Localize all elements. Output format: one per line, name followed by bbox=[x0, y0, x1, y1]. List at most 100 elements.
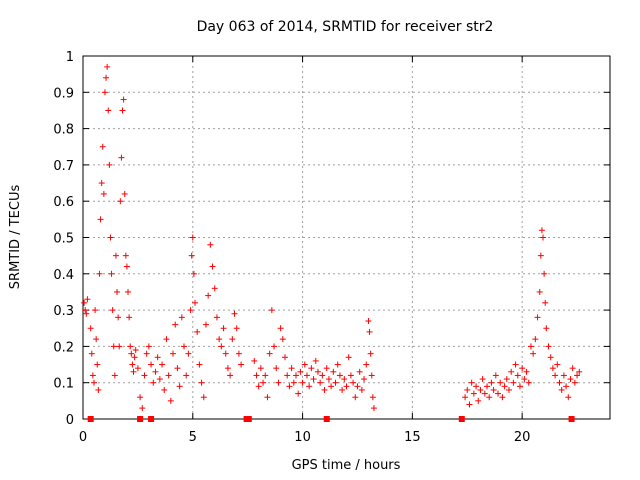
data-point bbox=[347, 372, 354, 379]
data-point bbox=[105, 107, 112, 114]
data-point bbox=[525, 379, 532, 386]
data-point bbox=[216, 336, 223, 343]
data-point bbox=[202, 321, 209, 328]
y-tick-label: 0.1 bbox=[53, 377, 74, 392]
data-point bbox=[156, 376, 163, 383]
data-point bbox=[94, 361, 101, 368]
data-point bbox=[366, 328, 373, 335]
data-point bbox=[345, 354, 352, 361]
data-point bbox=[567, 376, 574, 383]
x-axis-label: GPS time / hours bbox=[292, 458, 401, 473]
data-point bbox=[521, 376, 528, 383]
data-point bbox=[536, 288, 543, 295]
data-point bbox=[125, 288, 132, 295]
data-point bbox=[99, 143, 106, 150]
data-point bbox=[297, 368, 304, 375]
data-point bbox=[134, 365, 141, 372]
data-point bbox=[477, 386, 484, 393]
data-point bbox=[292, 372, 299, 379]
y-tick-label: 0.3 bbox=[53, 304, 74, 319]
data-point bbox=[104, 63, 111, 70]
data-point bbox=[288, 365, 295, 372]
y-tick-label: 1 bbox=[66, 50, 74, 65]
y-tick-label: 0.7 bbox=[53, 159, 74, 174]
data-point bbox=[106, 161, 113, 168]
zero-level-markers bbox=[87, 416, 575, 422]
data-point bbox=[93, 336, 100, 343]
data-point bbox=[310, 376, 317, 383]
y-tick-label: 0.9 bbox=[53, 86, 74, 101]
data-point bbox=[257, 365, 264, 372]
data-point bbox=[131, 354, 138, 361]
data-point bbox=[558, 386, 565, 393]
zero-marker bbox=[458, 416, 465, 422]
data-point bbox=[238, 361, 245, 368]
data-point bbox=[556, 379, 563, 386]
data-point bbox=[82, 307, 89, 314]
data-point bbox=[198, 379, 205, 386]
data-point bbox=[126, 314, 133, 321]
data-point bbox=[98, 180, 105, 187]
data-point bbox=[222, 350, 229, 357]
data-point bbox=[81, 299, 88, 306]
data-point bbox=[213, 314, 220, 321]
data-point bbox=[295, 390, 302, 397]
data-point bbox=[109, 307, 116, 314]
data-point bbox=[101, 89, 108, 96]
data-point bbox=[286, 383, 293, 390]
data-point bbox=[141, 372, 148, 379]
data-point bbox=[301, 361, 308, 368]
data-point bbox=[475, 397, 482, 404]
y-tick-label: 0.5 bbox=[53, 232, 74, 247]
data-point bbox=[542, 299, 549, 306]
data-point bbox=[190, 270, 197, 277]
data-point bbox=[167, 397, 174, 404]
data-point bbox=[111, 372, 118, 379]
data-point bbox=[137, 394, 144, 401]
data-point bbox=[576, 368, 583, 375]
data-point bbox=[117, 198, 124, 205]
data-point bbox=[523, 368, 530, 375]
data-point bbox=[233, 325, 240, 332]
data-point bbox=[132, 347, 139, 354]
data-point bbox=[552, 372, 559, 379]
data-point bbox=[303, 372, 310, 379]
data-point bbox=[574, 372, 581, 379]
data-point bbox=[122, 252, 129, 259]
zero-marker bbox=[148, 416, 155, 422]
data-point bbox=[527, 343, 534, 350]
data-point bbox=[530, 350, 537, 357]
x-tick-label: 10 bbox=[294, 430, 311, 445]
data-point bbox=[174, 365, 181, 372]
data-point bbox=[271, 343, 278, 350]
data-point bbox=[571, 379, 578, 386]
data-point bbox=[479, 376, 486, 383]
data-point bbox=[231, 310, 238, 317]
x-tick-label: 5 bbox=[189, 430, 197, 445]
data-point bbox=[499, 394, 506, 401]
data-point bbox=[121, 190, 128, 197]
data-point bbox=[317, 379, 324, 386]
data-point bbox=[279, 336, 286, 343]
data-point bbox=[159, 361, 166, 368]
data-point bbox=[481, 390, 488, 397]
data-point bbox=[161, 386, 168, 393]
data-point bbox=[183, 372, 190, 379]
data-point bbox=[224, 365, 231, 372]
data-point bbox=[260, 379, 267, 386]
zero-marker bbox=[568, 416, 575, 422]
data-point bbox=[290, 379, 297, 386]
data-point bbox=[462, 394, 469, 401]
data-point bbox=[282, 354, 289, 361]
data-point bbox=[251, 357, 258, 364]
data-point bbox=[490, 386, 497, 393]
data-point bbox=[128, 350, 135, 357]
data-point bbox=[188, 252, 195, 259]
data-point bbox=[220, 325, 227, 332]
data-point bbox=[486, 394, 493, 401]
data-point bbox=[152, 368, 159, 375]
data-point bbox=[268, 307, 275, 314]
data-point bbox=[211, 285, 218, 292]
data-point bbox=[541, 270, 548, 277]
data-point bbox=[143, 350, 150, 357]
